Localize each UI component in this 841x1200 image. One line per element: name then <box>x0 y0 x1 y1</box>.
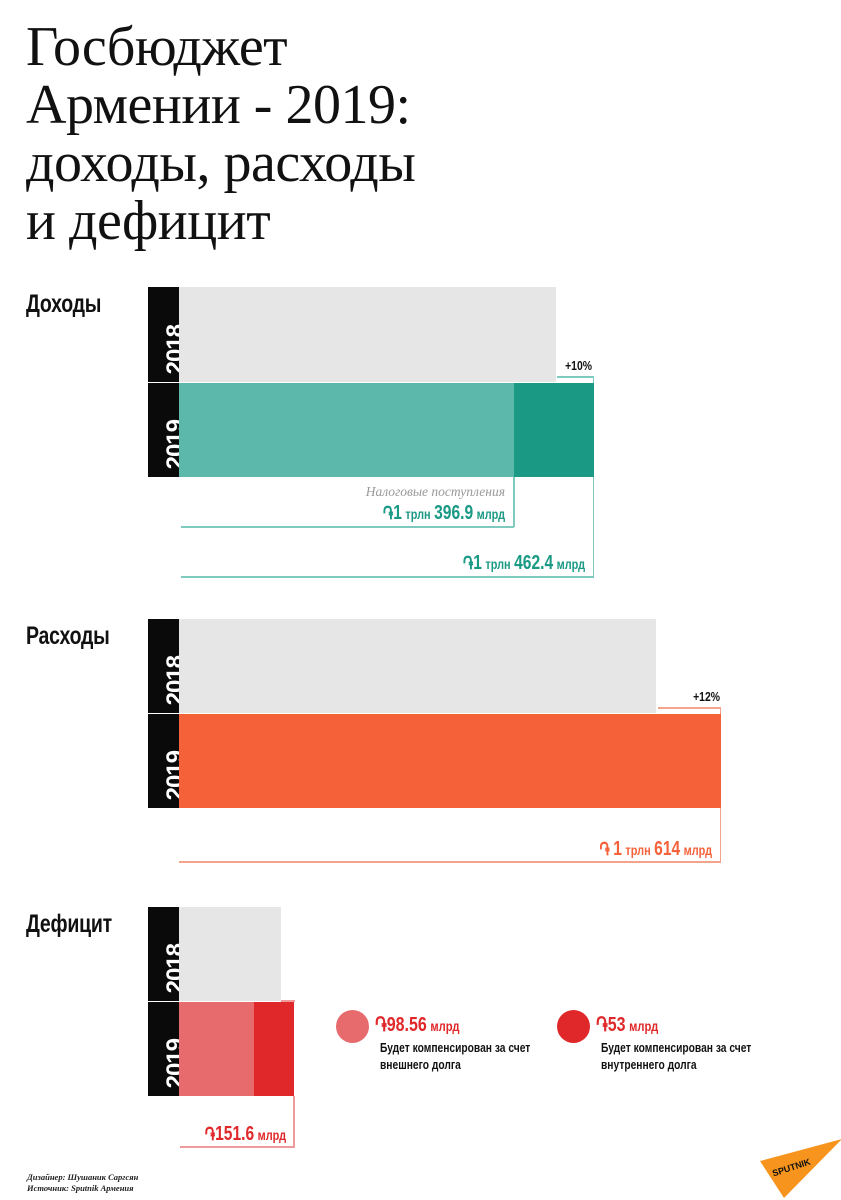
deficit-top-bracket <box>281 1000 295 1002</box>
deficit-year-2018-tag: 2018 <box>148 907 189 1001</box>
income-change-pct: +10% <box>565 358 592 373</box>
title-line-3: доходы, расходы <box>26 132 416 194</box>
title-line-2: Армении - 2019: <box>26 74 411 136</box>
legend-external-debt-dot <box>336 1010 369 1043</box>
page-title: Госбюджет Армении - 2019: доходы, расход… <box>26 18 586 250</box>
legend-internal-debt-dot <box>557 1010 590 1043</box>
income-total-bracket-horizontal <box>181 576 594 578</box>
expense-section-label: Расходы <box>26 622 110 650</box>
income-2019-increase-bar <box>514 383 594 477</box>
deficit-total-value: ֏151.6 млрд <box>204 1123 286 1145</box>
income-section-label: Доходы <box>26 290 102 318</box>
income-pct-bracket <box>557 376 594 378</box>
title-line-4: и дефицит <box>26 190 271 252</box>
expense-2018-bar <box>179 619 656 713</box>
income-2018-bar <box>179 287 556 382</box>
source-credit: Источник: Sputnik Армения <box>27 1183 134 1193</box>
expense-pct-bracket-tick <box>719 707 721 714</box>
designer-credit: Дизайнер: Шушаник Саргсян <box>27 1172 139 1182</box>
tax-revenue-note: Налоговые поступления <box>365 484 505 499</box>
deficit-total-bracket-horizontal <box>180 1146 295 1148</box>
dram-icon: ֏ <box>462 553 474 573</box>
income-2019-tax-bar <box>179 383 514 477</box>
expense-year-2019-tag: 2019 <box>148 714 189 808</box>
expense-total-bracket-horizontal <box>179 861 721 863</box>
tax-bracket-vertical <box>513 477 515 527</box>
legend-external-debt-value: ֏98.56 млрд <box>375 1014 460 1036</box>
expense-year-2018-tag: 2018 <box>148 619 189 713</box>
expense-pct-bracket <box>658 707 721 709</box>
income-year-2019-tag: 2019 <box>148 383 189 477</box>
expense-total-bracket-vertical <box>719 808 721 863</box>
deficit-section-label: Дефицит <box>26 910 112 938</box>
income-pct-bracket-tick <box>592 376 594 383</box>
title-line-1: Госбюджет <box>26 16 288 78</box>
deficit-2018-bar <box>179 907 281 1001</box>
tax-revenue-value: ֏1 трлн 396.9 млрд <box>382 502 505 524</box>
income-year-2018-tag: 2018 <box>148 287 189 382</box>
deficit-year-2019-tag: 2019 <box>148 1002 189 1096</box>
income-total-value: ֏1 трлн 462.4 млрд <box>462 552 585 574</box>
legend-external-debt-desc: Будет компенсирован за счет внешнего дол… <box>380 1041 531 1072</box>
legend-internal-debt-value: ֏53 млрд <box>596 1014 659 1036</box>
dram-icon: ֏ <box>599 839 610 859</box>
dram-icon: ֏ <box>204 1124 216 1144</box>
sputnik-logo-icon: SPUTNIK <box>760 1139 841 1198</box>
dram-icon: ֏ <box>382 503 394 523</box>
credits: Дизайнер: Шушаник Саргсян Источник: Sput… <box>27 1172 138 1194</box>
tax-bracket-horizontal <box>181 526 514 528</box>
dram-icon: ֏ <box>375 1014 387 1036</box>
expense-change-pct: +12% <box>693 689 720 704</box>
expense-total-value: ֏ 1 трлн 614 млрд <box>599 838 712 860</box>
deficit-total-bracket-vertical <box>293 1096 295 1148</box>
expense-2019-bar <box>179 714 721 808</box>
deficit-2019-external-bar <box>179 1002 254 1096</box>
legend-internal-debt-desc: Будет компенсирован за счет внутреннего … <box>601 1041 752 1072</box>
deficit-2019-internal-bar <box>254 1002 294 1096</box>
income-total-bracket-vertical <box>592 477 594 577</box>
dram-icon: ֏ <box>596 1014 608 1036</box>
